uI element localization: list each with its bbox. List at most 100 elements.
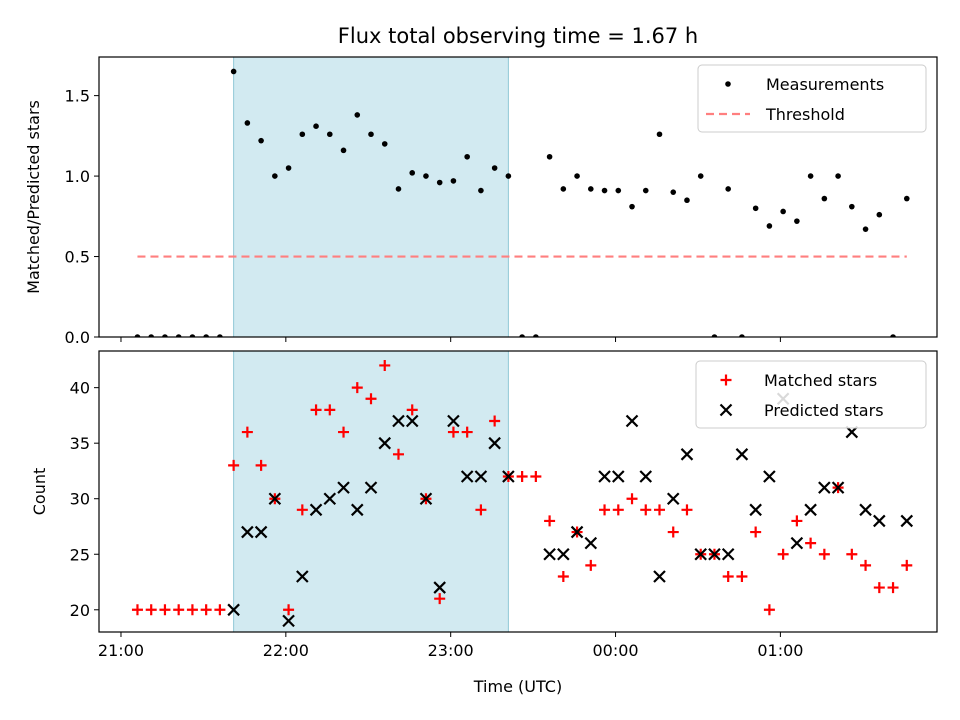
matched-point [283, 604, 295, 616]
predicted-point [763, 470, 776, 483]
measurement-point [711, 334, 718, 337]
measurement-point [436, 179, 443, 186]
shaded-window [233, 56, 509, 338]
predicted-point [254, 525, 268, 539]
measurement-point [725, 186, 731, 192]
measurement-point [478, 187, 484, 194]
matched-point [599, 504, 611, 516]
matched-point [351, 382, 363, 394]
predicted-point [405, 414, 419, 428]
measurement-point [326, 131, 333, 138]
measurement-point [560, 186, 567, 192]
predicted-point [433, 581, 446, 594]
measurement-point [546, 153, 553, 160]
y-tick-label: 20 [70, 601, 90, 620]
matched-point [241, 426, 253, 438]
matched-point [475, 504, 487, 516]
matched-point [516, 471, 528, 483]
measurement-point [148, 334, 155, 337]
predicted-point [859, 503, 872, 517]
measurement-point [464, 153, 470, 160]
matched-point [228, 459, 240, 471]
measurement-point [505, 173, 512, 179]
legend-marker [719, 403, 733, 417]
measurement-point [285, 165, 292, 171]
matched-point [200, 604, 212, 616]
predicted-point [598, 470, 611, 483]
x-tick-label: 21:00 [98, 641, 144, 660]
matched-point [145, 604, 157, 616]
predicted-point [900, 514, 914, 528]
predicted-point [543, 547, 556, 561]
plot-area [131, 359, 914, 628]
predicted-point [419, 492, 433, 505]
matched-point [667, 526, 679, 538]
predicted-point [557, 547, 570, 561]
y-tick-label: 1.5 [65, 87, 90, 106]
measurement-point [821, 195, 828, 202]
predicted-point [653, 570, 666, 583]
shaded-window [233, 350, 509, 633]
matched-point [365, 393, 377, 405]
matched-point [887, 582, 899, 594]
matched-point [805, 537, 817, 549]
predicted-point [268, 492, 282, 505]
axes-frame [98, 350, 938, 633]
measurement-point [574, 173, 580, 179]
legend-label: Measurements [766, 75, 884, 94]
predicted-point [378, 436, 392, 450]
predicted-point [790, 536, 804, 550]
predicted-point [694, 547, 707, 561]
measurement-point [835, 173, 841, 179]
predicted-point [666, 492, 680, 505]
x-tick-label: 00:00 [592, 641, 638, 660]
legend: Measurements Threshold [697, 64, 927, 133]
predicted-point [708, 547, 721, 561]
legend-label: Predicted stars [764, 401, 884, 420]
y-tick-label: 30 [70, 490, 90, 509]
measurement-point [642, 187, 649, 194]
y-tick-label: 35 [70, 434, 90, 453]
measurement-point [849, 203, 855, 210]
predicted-point [502, 470, 515, 483]
matched-point [392, 448, 404, 460]
measurement-point [766, 223, 773, 229]
x-axis-label: Time (UTC) [473, 677, 562, 696]
predicted-point [241, 525, 254, 539]
legend-marker [720, 374, 732, 386]
matched-point [736, 570, 748, 582]
matched-point [612, 504, 624, 516]
measurement-point [340, 147, 347, 154]
matched-point [681, 504, 693, 516]
matched-point [557, 570, 569, 582]
matched-point [324, 404, 336, 416]
matched-point [461, 426, 473, 438]
measurement-point [313, 123, 319, 129]
predicted-point [831, 481, 845, 494]
y-axis-label: Matched/Predicted stars [24, 100, 43, 294]
measurement-point [230, 68, 237, 75]
y-tick-label: 0.0 [65, 328, 90, 347]
predicted-point [749, 503, 762, 517]
predicted-point [460, 470, 474, 483]
measurement-point [450, 178, 457, 184]
measurement-point [876, 211, 883, 218]
axes-frame [98, 56, 938, 338]
y-tick-label: 25 [70, 545, 90, 564]
measurement-point [807, 173, 814, 179]
predicted-point [735, 448, 749, 461]
series-matched-stars [131, 359, 913, 616]
measurement-point [862, 226, 869, 232]
measurement-point [354, 112, 361, 118]
legend-box [695, 360, 927, 429]
measurement-point [272, 173, 278, 179]
measurement-point [368, 131, 374, 138]
matched-point [722, 570, 734, 582]
measurement-point [175, 334, 182, 337]
legend: Matched stars Predicted stars [695, 360, 927, 429]
measurement-point [670, 189, 677, 195]
predicted-point [447, 414, 460, 428]
matched-point [131, 604, 143, 616]
matched-point [763, 604, 775, 616]
